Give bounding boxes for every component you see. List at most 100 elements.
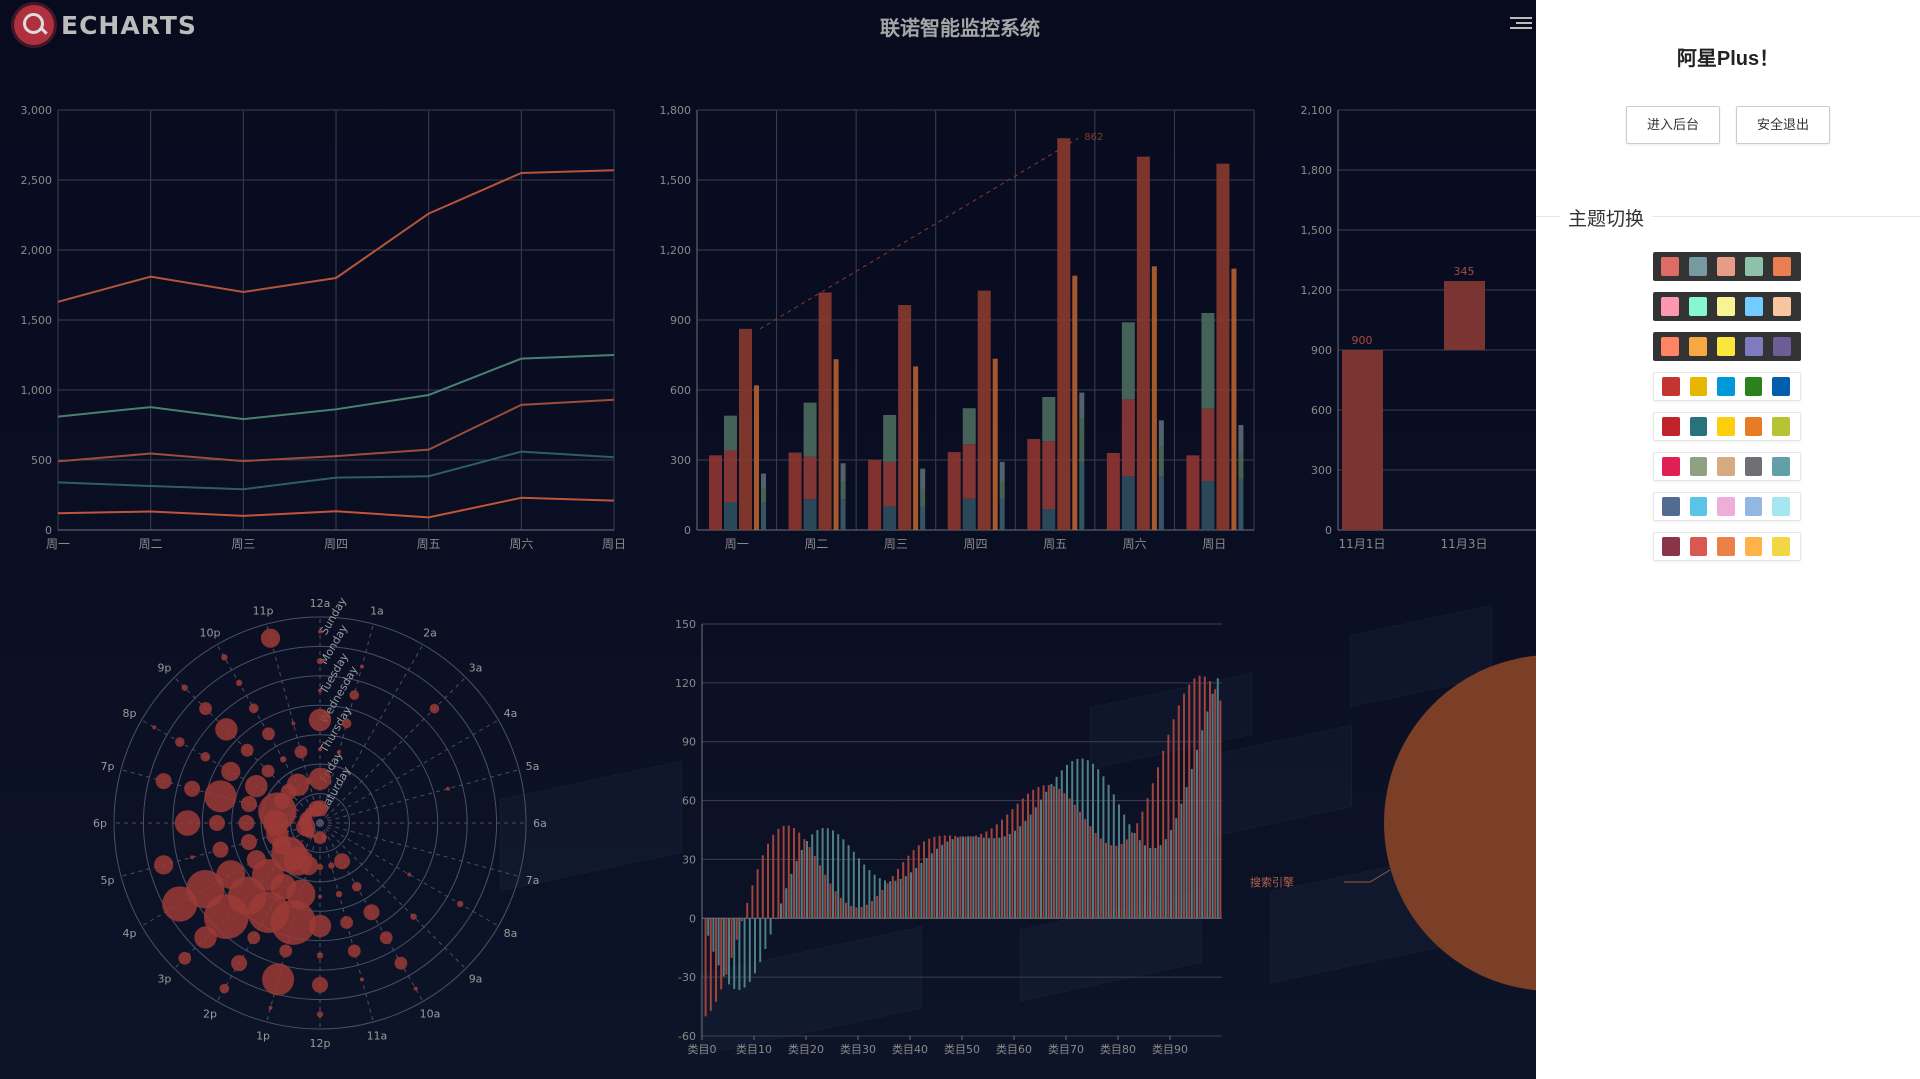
bar bbox=[1112, 794, 1115, 919]
bar-segment bbox=[1201, 481, 1215, 530]
bar-segment bbox=[1238, 478, 1244, 530]
punch-dot bbox=[199, 702, 212, 715]
bar-segment bbox=[883, 461, 897, 507]
logout-button[interactable]: 安全退出 bbox=[1736, 106, 1830, 144]
punch-dot bbox=[204, 780, 237, 813]
swatch-color-3 bbox=[1717, 337, 1735, 356]
bar-segment bbox=[724, 415, 737, 451]
bar-segment bbox=[868, 459, 882, 530]
swatch-color-2 bbox=[1689, 377, 1708, 396]
punch-dot bbox=[235, 679, 243, 687]
hour-label: 12a bbox=[310, 597, 331, 610]
bar bbox=[826, 828, 829, 919]
theme-swatch-8[interactable] bbox=[1653, 532, 1801, 561]
punch-dot bbox=[247, 931, 261, 945]
punch-dot bbox=[410, 913, 417, 920]
y-tick-label: 1,800 bbox=[1301, 164, 1333, 177]
bar bbox=[1115, 845, 1118, 919]
bar bbox=[842, 839, 845, 919]
series-line bbox=[57, 354, 615, 421]
theme-swatch-2[interactable] bbox=[1653, 292, 1801, 321]
menu-icon[interactable] bbox=[1510, 14, 1532, 34]
x-tick-label: 周四 bbox=[324, 537, 348, 551]
bar bbox=[1159, 845, 1162, 919]
bar-segment bbox=[1121, 322, 1135, 400]
bar bbox=[720, 918, 723, 990]
bar bbox=[1203, 676, 1206, 919]
bar-segment bbox=[920, 489, 926, 507]
bar-segment bbox=[977, 290, 991, 530]
punch-dot bbox=[337, 749, 342, 754]
bar-animation-chart: -60 -30 0 30 60 90 120 150 类目0 类目10 类目20 类目30 类目40 类目… bbox=[650, 610, 1250, 1056]
bar bbox=[790, 873, 793, 919]
bar-segment bbox=[1151, 266, 1157, 530]
bar bbox=[956, 837, 959, 919]
y-tick-label: 1,000 bbox=[21, 384, 53, 397]
punch-dot bbox=[155, 773, 172, 790]
side-panel: 阿星Plus！ 进入后台 安全退出 主题切换 bbox=[1536, 0, 1920, 1079]
swatch-color-4 bbox=[1744, 497, 1763, 516]
bar bbox=[1219, 700, 1222, 919]
bar bbox=[1107, 784, 1110, 919]
hour-label: 2a bbox=[423, 626, 437, 639]
punch-dot bbox=[334, 853, 351, 870]
punch-dot bbox=[154, 855, 174, 875]
swatch-color-3 bbox=[1717, 457, 1735, 476]
bar bbox=[990, 828, 993, 919]
bar bbox=[964, 836, 967, 919]
punch-dot bbox=[260, 628, 281, 648]
swatch-color-3 bbox=[1717, 537, 1735, 556]
hour-label: 6a bbox=[533, 817, 547, 830]
bar bbox=[1071, 761, 1074, 919]
bar bbox=[785, 888, 788, 919]
punch-dot bbox=[316, 952, 324, 959]
bar bbox=[894, 880, 897, 919]
bar bbox=[982, 837, 985, 919]
theme-swatch-1[interactable] bbox=[1653, 252, 1801, 281]
bar bbox=[928, 838, 931, 919]
bar-segment bbox=[1027, 439, 1041, 530]
punch-dot bbox=[413, 986, 418, 991]
swatch-color-1 bbox=[1662, 537, 1680, 556]
pie-slice bbox=[1384, 655, 1536, 991]
x-tick-label: 11月3日 bbox=[1441, 537, 1488, 551]
bar bbox=[980, 833, 983, 919]
bar bbox=[780, 903, 782, 919]
bar bbox=[1177, 705, 1180, 919]
hour-label: 1a bbox=[370, 604, 384, 617]
bar-segment bbox=[1106, 453, 1120, 530]
theme-swatch-6[interactable] bbox=[1653, 452, 1801, 481]
bar bbox=[1198, 675, 1201, 919]
y-tick-label: 600 bbox=[1311, 404, 1332, 417]
bar bbox=[1120, 843, 1123, 919]
bar bbox=[1118, 804, 1120, 919]
bar-segment bbox=[1057, 138, 1071, 530]
theme-swatch-3[interactable] bbox=[1653, 332, 1801, 361]
punch-dot bbox=[318, 688, 322, 693]
swatch-color-2 bbox=[1689, 457, 1708, 476]
bar bbox=[878, 878, 881, 919]
punch-dot bbox=[245, 775, 268, 798]
bar bbox=[889, 881, 892, 919]
enter-admin-button[interactable]: 进入后台 bbox=[1626, 106, 1720, 144]
hour-label: 5a bbox=[526, 760, 540, 773]
bar-segment bbox=[761, 502, 766, 530]
bar bbox=[795, 861, 798, 919]
bar bbox=[1040, 799, 1042, 919]
theme-swatch-7[interactable] bbox=[1653, 492, 1801, 521]
punch-card-chart: 12a 1a 2a 3a 4a 5a 6a 7a 8a 9a 10a 11a 12p 1p 2p 3p 4p 5p… bbox=[80, 595, 560, 1065]
x-tick-label: 类目10 bbox=[736, 1042, 772, 1056]
punch-dot bbox=[174, 810, 201, 836]
bar-segment bbox=[803, 456, 817, 500]
bar bbox=[1034, 807, 1037, 919]
angle-line bbox=[319, 623, 374, 824]
bar-segment bbox=[1186, 455, 1200, 530]
theme-swatch-5[interactable] bbox=[1653, 412, 1801, 441]
bar-segment bbox=[883, 506, 897, 530]
bar-segment bbox=[1042, 509, 1056, 530]
theme-swatch-4[interactable] bbox=[1653, 372, 1801, 401]
bar-segment bbox=[840, 499, 846, 530]
punch-dot bbox=[407, 872, 412, 877]
bar bbox=[829, 883, 832, 919]
bar bbox=[1079, 811, 1081, 919]
